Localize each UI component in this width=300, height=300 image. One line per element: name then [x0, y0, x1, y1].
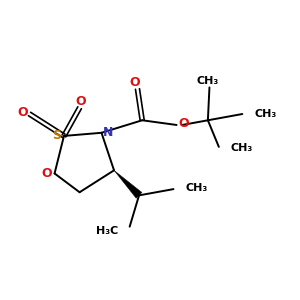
Text: O: O: [17, 106, 28, 119]
Text: CH₃: CH₃: [231, 143, 253, 153]
Polygon shape: [114, 170, 142, 198]
Text: O: O: [178, 117, 189, 130]
Text: N: N: [103, 126, 114, 139]
Text: H₃C: H₃C: [95, 226, 118, 236]
Text: O: O: [129, 76, 140, 89]
Text: S: S: [52, 129, 62, 142]
Text: CH₃: CH₃: [185, 182, 208, 193]
Text: O: O: [76, 95, 86, 108]
Text: O: O: [41, 167, 52, 180]
Text: CH₃: CH₃: [254, 109, 276, 119]
Text: CH₃: CH₃: [197, 76, 219, 86]
